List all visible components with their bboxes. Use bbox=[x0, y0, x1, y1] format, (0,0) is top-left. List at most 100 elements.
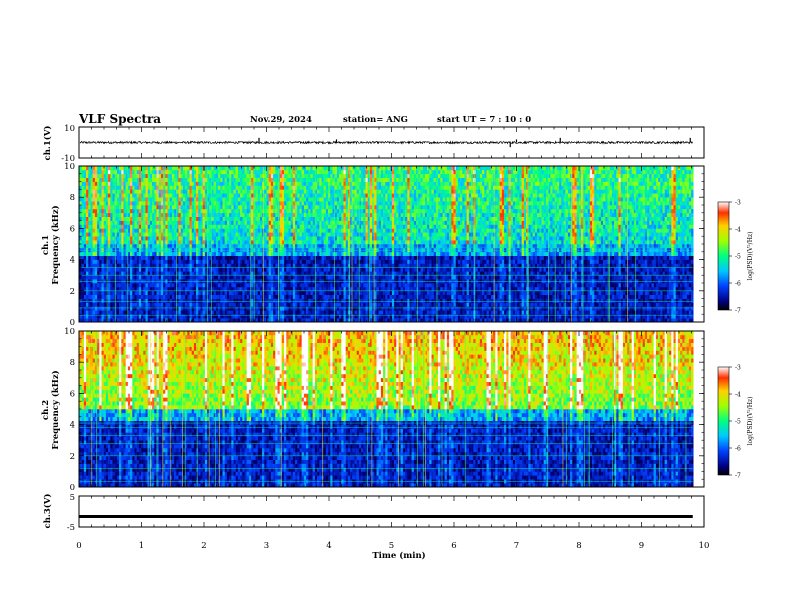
ch1-spectrogram-cell bbox=[108, 225, 110, 229]
ch1-spectrogram-cell bbox=[152, 178, 154, 182]
ch1-spectrogram-cell bbox=[223, 221, 225, 225]
ch1-spectrogram-cell bbox=[260, 186, 262, 190]
ch1-spectrogram-cells bbox=[80, 166, 694, 322]
ch1-spectrogram-cell bbox=[135, 244, 137, 248]
ch1-spectrogram-cell bbox=[286, 306, 288, 310]
ch1-spectrogram-cell bbox=[82, 291, 84, 295]
ch1-spectrogram-cell bbox=[308, 256, 310, 260]
ch1-spectrogram-cell bbox=[242, 291, 244, 295]
ch1-spectrogram-cell bbox=[295, 299, 297, 303]
ch1-spectrogram-cell bbox=[150, 213, 152, 217]
ch1-spectrogram-cell bbox=[84, 189, 86, 193]
ch1-spectrogram-cell bbox=[308, 225, 310, 229]
ch1-spectrogram-cell bbox=[117, 201, 119, 205]
ch1-spectrogram-cell bbox=[267, 299, 269, 303]
ch1-spectrogram-cell bbox=[99, 193, 101, 197]
ch1-spectrogram-cell bbox=[198, 291, 200, 295]
ch1-spectrogram-cell bbox=[282, 209, 284, 213]
ch1-spectrogram-cell bbox=[132, 283, 134, 287]
ch1-spectrogram-cell bbox=[190, 228, 192, 232]
ch1-spectrogram-cell bbox=[218, 209, 220, 213]
ch1-spectrogram-cell bbox=[95, 193, 97, 197]
ch1-spectrogram-cell bbox=[130, 232, 132, 236]
ch1-spectrogram-cell bbox=[339, 244, 341, 248]
ch1-spectrogram-cell bbox=[128, 236, 130, 240]
ch1-spectrogram-cell bbox=[80, 189, 82, 193]
ch1-spectrogram-cell bbox=[295, 310, 297, 314]
ch1-spectrogram-cell bbox=[172, 186, 174, 190]
ch1-spectrogram-cell bbox=[330, 189, 332, 193]
ch1-spectrogram-cell bbox=[201, 306, 203, 310]
ch1-spectrogram-cell bbox=[146, 189, 148, 193]
ch1-spectrogram-cell bbox=[117, 174, 119, 178]
ch1-spectrogram-cell bbox=[152, 310, 154, 314]
ch1-spectrogram-cell bbox=[322, 314, 324, 318]
ch1-spectrogram-cell bbox=[284, 260, 286, 264]
ch1-spectrogram-cell bbox=[315, 174, 317, 178]
ch1-spectrogram-cell bbox=[280, 310, 282, 314]
ch1-spectrogram-cell bbox=[229, 228, 231, 232]
ch1-spectrogram-cell bbox=[181, 271, 183, 275]
ch1-spectrogram-cell bbox=[302, 193, 304, 197]
ch1-spectrogram-cell bbox=[341, 264, 343, 268]
ch1-spectrogram-cell bbox=[271, 221, 273, 225]
ch1-spectrogram-cell bbox=[139, 193, 141, 197]
ch1-spectrogram-cell bbox=[227, 252, 229, 256]
ch1-spectrogram-cell bbox=[113, 205, 115, 209]
ch1-spectrogram-cell bbox=[324, 225, 326, 229]
ch1-spectrogram-cell bbox=[128, 287, 130, 291]
ch1-spectrogram-cell bbox=[161, 236, 163, 240]
ch1-spectrogram-cell bbox=[286, 189, 288, 193]
ch1-spectrogram-cell bbox=[335, 170, 337, 174]
ch1-spectrogram-cell bbox=[190, 295, 192, 299]
ch1-spectrogram-cell bbox=[172, 275, 174, 279]
ch1-spectrogram-cell bbox=[163, 170, 165, 174]
ch1-spectrogram-cell bbox=[84, 186, 86, 190]
ch1-spectrogram-cell bbox=[128, 303, 130, 307]
ch1-spectrogram-cell bbox=[308, 244, 310, 248]
ch1-spectrogram-cell bbox=[86, 271, 88, 275]
ch1-spectrogram-cell bbox=[269, 310, 271, 314]
ch1-spectrogram-cell bbox=[225, 174, 227, 178]
ch1-spectrogram-cell bbox=[102, 182, 104, 186]
ch1-spectrogram-cell bbox=[319, 299, 321, 303]
ch1-spectrogram-cell bbox=[132, 303, 134, 307]
ch1-spectrogram-cell bbox=[273, 189, 275, 193]
ch1-spectrogram-cell bbox=[139, 295, 141, 299]
ch1-spectrogram-cell bbox=[130, 217, 132, 221]
ch1-spectrogram-cell bbox=[214, 260, 216, 264]
ch1-spectrogram-cell bbox=[82, 174, 84, 178]
ch1-spectrogram-cell bbox=[225, 225, 227, 229]
ch1-spectrogram-cell bbox=[185, 225, 187, 229]
ch1-spectrogram-cell bbox=[313, 314, 315, 318]
ch1-spectrogram-cell bbox=[306, 310, 308, 314]
ch1-spectrogram-cell bbox=[190, 178, 192, 182]
ch1-spectrogram-cell bbox=[161, 232, 163, 236]
ch1-spectrogram-cell bbox=[245, 287, 247, 291]
ch1-spectrogram-cell bbox=[198, 306, 200, 310]
ch1-spectrogram-cell bbox=[148, 310, 150, 314]
ch1-spectrogram-cell bbox=[289, 213, 291, 217]
ch1-spectrogram-cell bbox=[212, 299, 214, 303]
ch1-spectrogram-cell bbox=[264, 201, 266, 205]
ch1-spectrogram-cell bbox=[293, 174, 295, 178]
ch1-spectrogram-cell bbox=[168, 232, 170, 236]
ch1-spectrogram-cell bbox=[289, 260, 291, 264]
ch1-spectrogram-cell bbox=[88, 221, 90, 225]
ch1-spectrogram-cell bbox=[172, 225, 174, 229]
ch1-spectrogram-cell bbox=[104, 244, 106, 248]
ch1-spectrogram-cell bbox=[306, 287, 308, 291]
ch1-spectrogram-cell bbox=[121, 267, 123, 271]
ch1-spectrogram-cell bbox=[322, 252, 324, 256]
ch1-spectrogram-cell bbox=[88, 306, 90, 310]
ch1-spectrogram-cell bbox=[282, 225, 284, 229]
ch1-spectrogram-cell bbox=[192, 256, 194, 260]
ch1-spectrogram-cell bbox=[214, 209, 216, 213]
ch1-spectrogram-cell bbox=[223, 295, 225, 299]
ch1-spectrogram-cell bbox=[339, 271, 341, 275]
ch1-spectrogram-cell bbox=[192, 306, 194, 310]
ch1-spectrogram-cell bbox=[256, 201, 258, 205]
ch1-spectrogram-cell bbox=[88, 256, 90, 260]
ch1-spectrogram-cell bbox=[319, 283, 321, 287]
ch1-spectrogram-cell bbox=[328, 209, 330, 213]
